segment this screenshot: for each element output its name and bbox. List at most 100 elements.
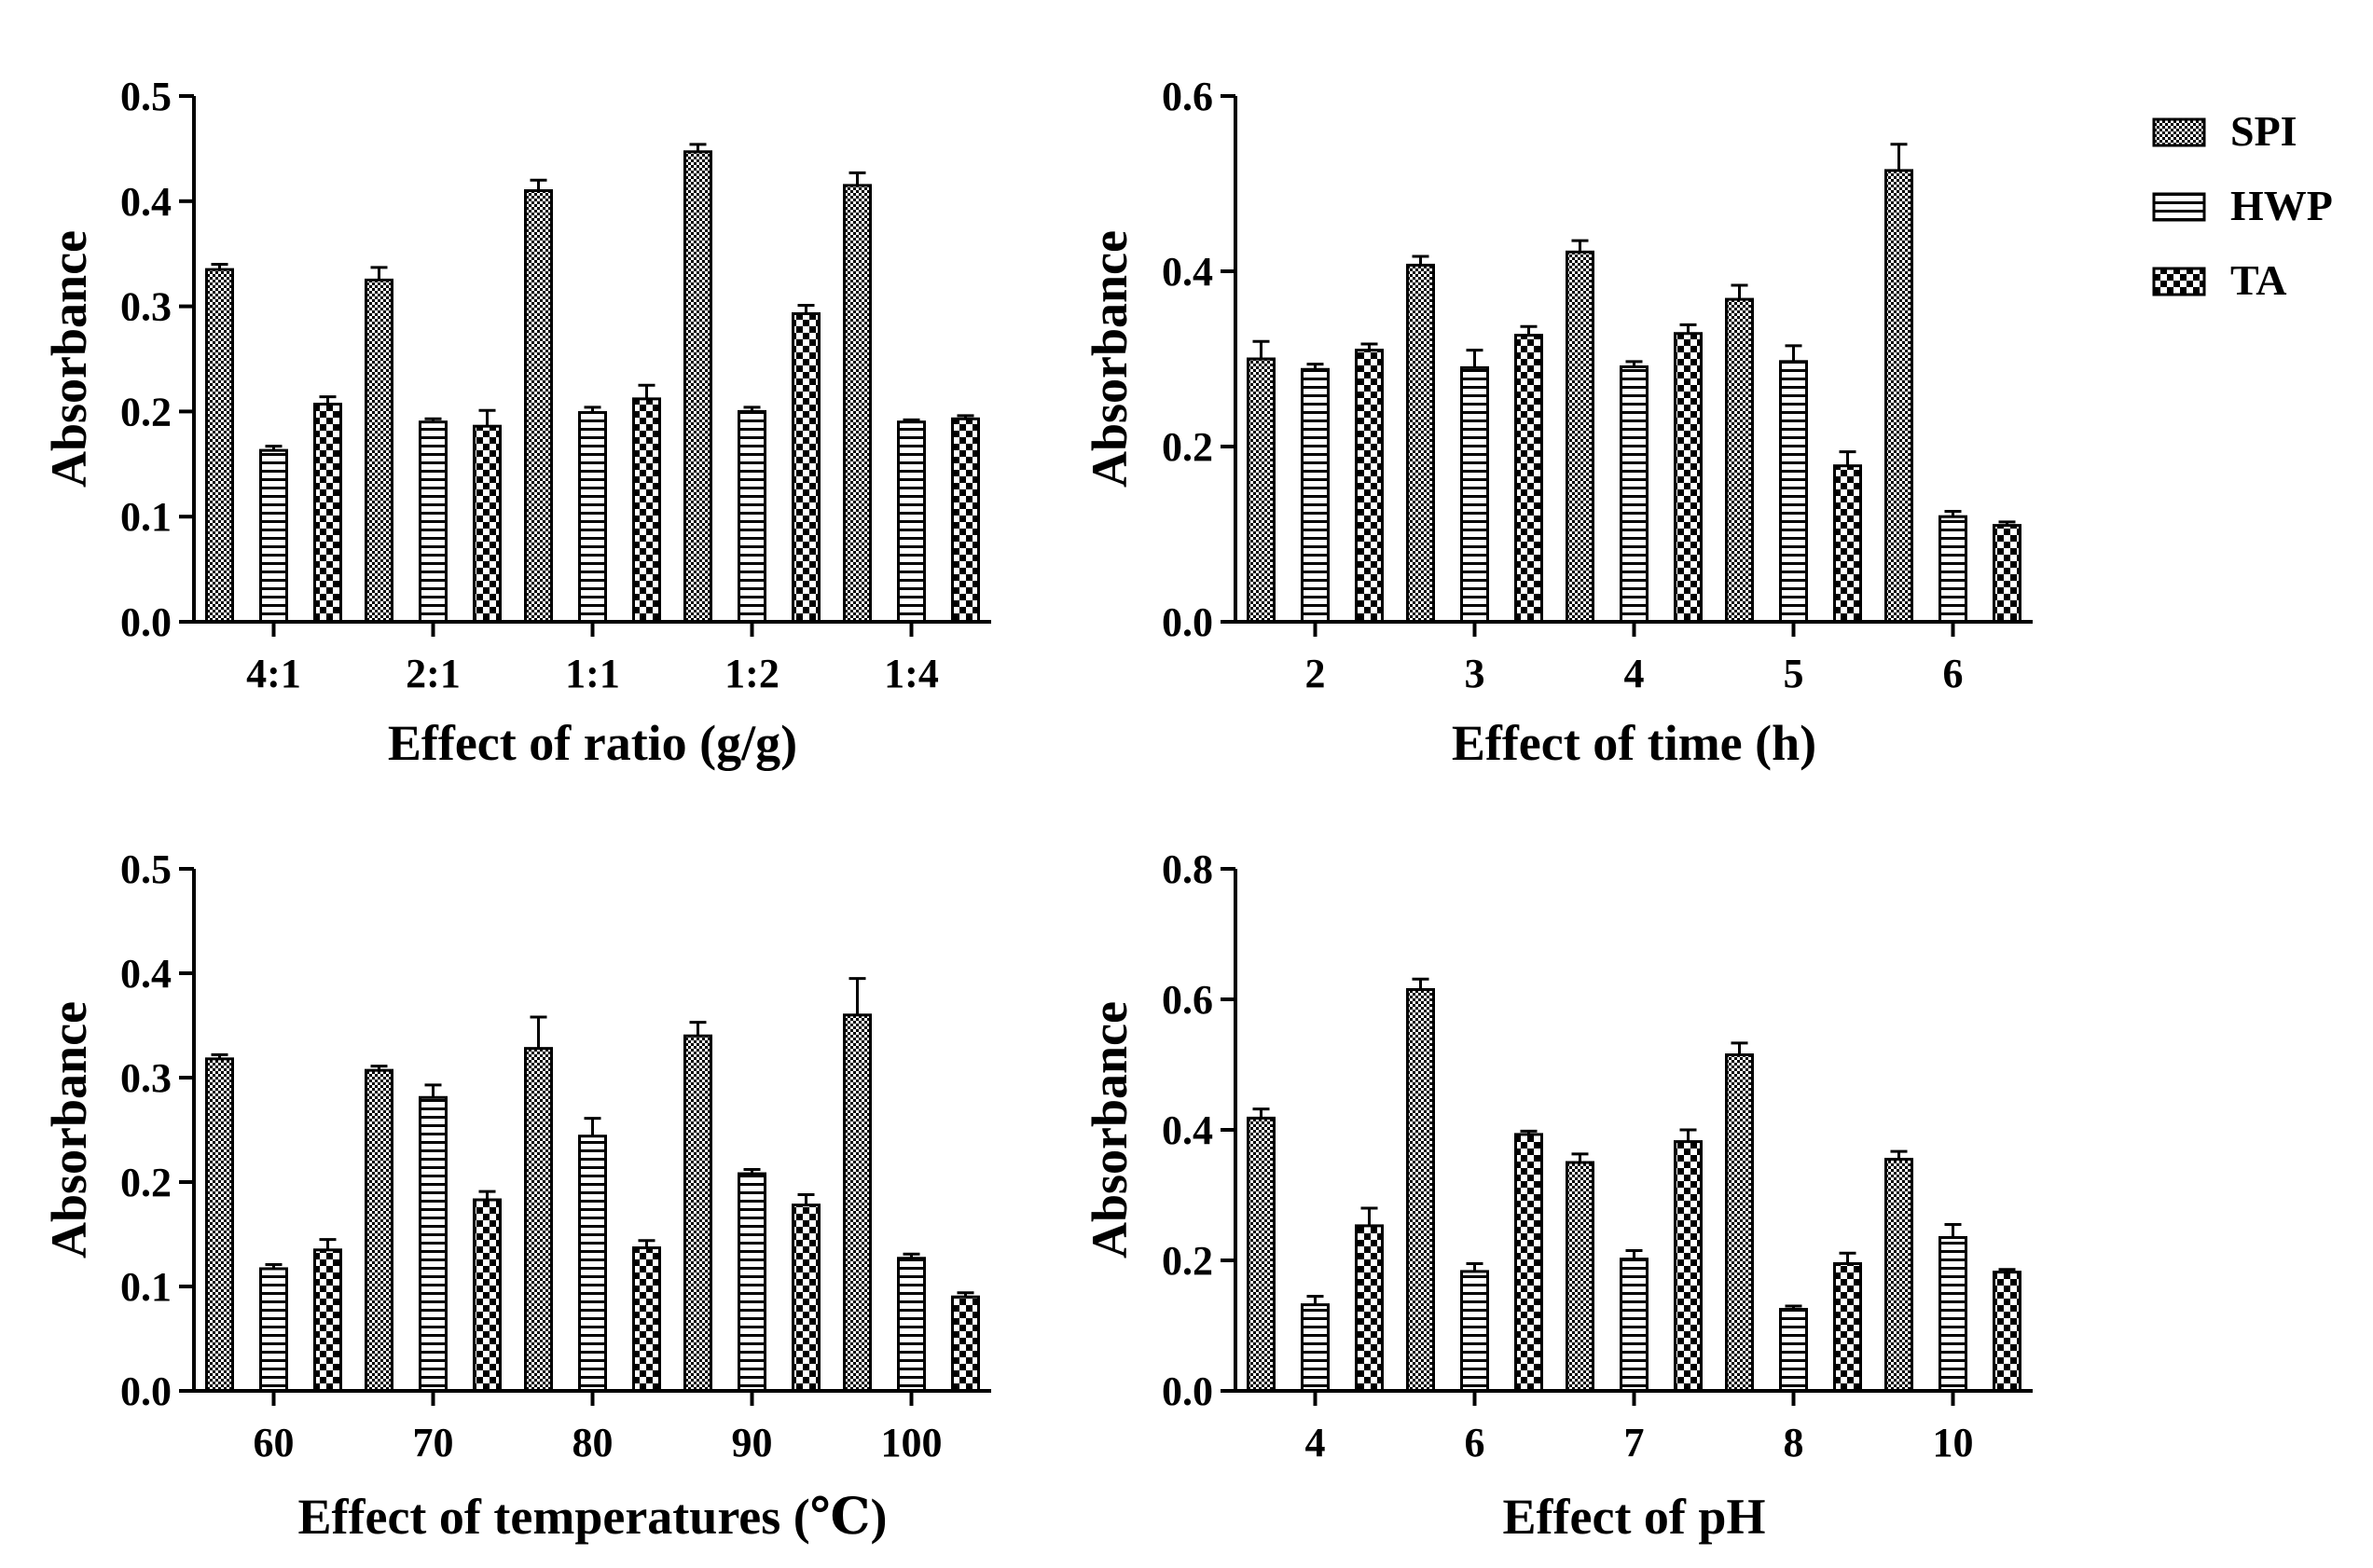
bar-ta-90 bbox=[792, 1204, 821, 1393]
legend: SPI HWP TA bbox=[2152, 107, 2333, 304]
x-tick-label: 2:1 bbox=[406, 651, 461, 696]
bar-spi-4:1 bbox=[205, 268, 234, 624]
bar-hwp-10 bbox=[1938, 1236, 1967, 1393]
bar-spi-70 bbox=[365, 1068, 393, 1393]
chart-panel-4: 0.0 0.2 0.4 0.6 0.8 4 6 7 8 10 Effect of pH Absorba… bbox=[1082, 846, 2033, 1545]
y-tick-label: 0.3 bbox=[120, 284, 172, 330]
y-axis-title: Absorbance bbox=[1082, 230, 1138, 488]
bar-hwp-3 bbox=[1460, 365, 1489, 624]
x-axis-title: Effect of ratio (g/g) bbox=[388, 715, 797, 771]
x-axis-title: Effect of pH bbox=[1503, 1489, 1766, 1545]
legend-item-hwp: HWP bbox=[2152, 182, 2333, 229]
legend-item-ta: TA bbox=[2152, 256, 2287, 304]
x-tick-label: 2 bbox=[1305, 651, 1326, 696]
bar-hwp-1:2 bbox=[738, 409, 766, 624]
x-tick-label: 60 bbox=[254, 1420, 295, 1465]
bar-spi-2:1 bbox=[365, 278, 393, 624]
y-tick-label: 0.2 bbox=[120, 1160, 172, 1205]
bar-ta-6 bbox=[1514, 1133, 1543, 1393]
bar-spi-4 bbox=[1566, 250, 1594, 624]
y-tick-label: 0.6 bbox=[1162, 74, 1213, 119]
legend-label: SPI bbox=[2230, 107, 2297, 155]
bar-spi-5 bbox=[1725, 297, 1754, 624]
bar-hwp-2 bbox=[1301, 367, 1330, 624]
bar-spi-60 bbox=[205, 1057, 234, 1393]
y-tick-label: 0.1 bbox=[120, 494, 172, 540]
bar-spi-80 bbox=[524, 1047, 553, 1393]
bar-spi-8 bbox=[1725, 1053, 1754, 1393]
chart-panel-1: 0.0 0.1 0.2 0.3 0.4 0.5 4:1 2:1 1:1 1:2 1:4 Effect … bbox=[41, 74, 991, 771]
x-tick-label: 1:4 bbox=[884, 651, 939, 696]
bar-ta-4 bbox=[1674, 332, 1703, 624]
bar-hwp-8 bbox=[1779, 1308, 1808, 1393]
bar-spi-1:2 bbox=[683, 150, 712, 624]
bar-ta-2:1 bbox=[473, 424, 502, 624]
y-tick-label: 0.0 bbox=[1162, 1369, 1213, 1414]
y-tick-label: 0.1 bbox=[120, 1264, 172, 1310]
bar-spi-4 bbox=[1247, 1116, 1276, 1393]
y-tick-label: 0.0 bbox=[1162, 599, 1213, 645]
x-tick-label: 4 bbox=[1305, 1420, 1326, 1465]
bar-spi-1:1 bbox=[524, 189, 553, 624]
bar-spi-7 bbox=[1566, 1161, 1594, 1393]
bar-hwp-4 bbox=[1620, 364, 1649, 624]
y-tick-label: 0.6 bbox=[1162, 977, 1213, 1023]
bar-ta-100 bbox=[951, 1295, 980, 1393]
y-tick-label: 0.4 bbox=[1162, 249, 1213, 295]
legend-swatch bbox=[2152, 192, 2206, 222]
bar-spi-6 bbox=[1884, 169, 1913, 624]
bar-ta-70 bbox=[473, 1198, 502, 1393]
y-tick-label: 0.8 bbox=[1162, 846, 1213, 892]
x-tick-label: 80 bbox=[573, 1420, 614, 1465]
y-axis-title: Absorbance bbox=[41, 230, 97, 488]
bar-ta-10 bbox=[1993, 1271, 2021, 1393]
y-tick-label: 0.2 bbox=[1162, 1238, 1213, 1284]
y-tick-label: 0.4 bbox=[120, 179, 172, 225]
bar-spi-10 bbox=[1884, 1158, 1913, 1393]
bar-ta-1:2 bbox=[792, 311, 821, 624]
bar-ta-60 bbox=[313, 1248, 342, 1393]
x-tick-label: 5 bbox=[1784, 651, 1804, 696]
legend-swatch bbox=[2152, 267, 2206, 296]
bar-hwp-5 bbox=[1779, 360, 1808, 624]
bar-ta-8 bbox=[1833, 1262, 1862, 1393]
y-tick-label: 0.4 bbox=[1162, 1107, 1213, 1153]
legend-swatch bbox=[2152, 117, 2206, 147]
bar-ta-2 bbox=[1355, 349, 1384, 624]
x-tick-label: 70 bbox=[413, 1420, 454, 1465]
x-tick-label: 6 bbox=[1465, 1420, 1485, 1465]
y-tick-label: 0.0 bbox=[120, 1369, 172, 1414]
x-tick-label: 4 bbox=[1624, 651, 1645, 696]
y-tick-label: 0.5 bbox=[120, 846, 172, 892]
bar-ta-4 bbox=[1355, 1224, 1384, 1393]
x-tick-label: 10 bbox=[1933, 1420, 1974, 1465]
legend-label: TA bbox=[2230, 256, 2287, 304]
x-tick-label: 1:1 bbox=[565, 651, 620, 696]
y-tick-label: 0.0 bbox=[120, 599, 172, 645]
y-axis-title: Absorbance bbox=[41, 1001, 97, 1259]
bar-spi-3 bbox=[1406, 263, 1435, 624]
x-tick-label: 1:2 bbox=[724, 651, 780, 696]
x-tick-label: 6 bbox=[1943, 651, 1964, 696]
bar-hwp-6 bbox=[1460, 1270, 1489, 1393]
y-tick-label: 0.4 bbox=[120, 951, 172, 997]
bar-hwp-70 bbox=[419, 1095, 448, 1393]
y-axis-title: Absorbance bbox=[1082, 1001, 1138, 1259]
x-axis-title: Effect of temperatures (℃) bbox=[298, 1489, 888, 1545]
bar-hwp-80 bbox=[578, 1135, 607, 1393]
bar-hwp-6 bbox=[1938, 515, 1967, 624]
chart-panel-2: 0.0 0.2 0.4 0.6 2 3 4 5 6 Effect of time (h) Absor… bbox=[1082, 74, 2033, 771]
bar-spi-1:4 bbox=[843, 184, 872, 624]
x-tick-label: 7 bbox=[1624, 1420, 1645, 1465]
y-tick-label: 0.2 bbox=[1162, 424, 1213, 470]
bar-ta-6 bbox=[1993, 524, 2021, 624]
chart-panel-3: 0.0 0.1 0.2 0.3 0.4 0.5 60 70 80 90 100 Effect of t… bbox=[41, 846, 991, 1545]
x-axis-title: Effect of time (h) bbox=[1452, 715, 1816, 771]
bar-hwp-2:1 bbox=[419, 420, 448, 624]
bar-hwp-60 bbox=[259, 1267, 288, 1393]
x-tick-label: 3 bbox=[1465, 651, 1485, 696]
bar-spi-6 bbox=[1406, 988, 1435, 1393]
bar-ta-7 bbox=[1674, 1140, 1703, 1393]
bar-hwp-7 bbox=[1620, 1258, 1649, 1393]
